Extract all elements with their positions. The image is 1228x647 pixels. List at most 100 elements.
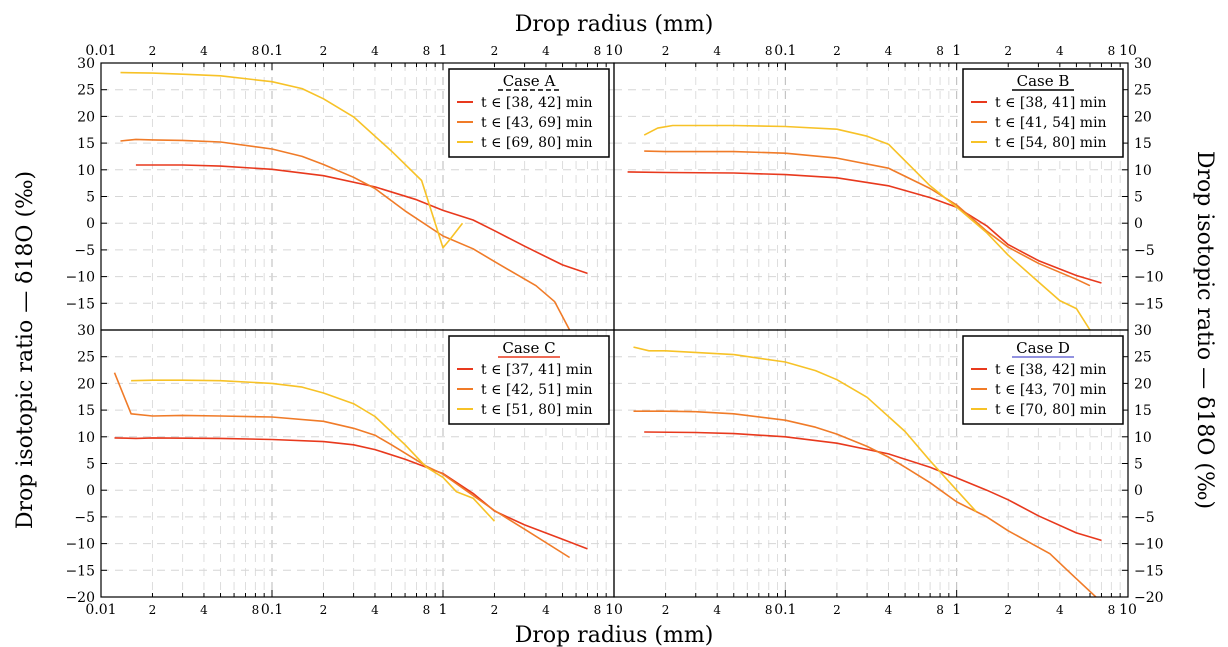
legend-label: t ∈ [70, 80] min [995, 402, 1107, 418]
y-tick-label: 30 [77, 323, 95, 339]
x-minor-tick-label: 2 [149, 44, 157, 58]
bottom-x-axis-title: Drop radius (mm) [515, 623, 714, 647]
legend-label: t ∈ [69, 80] min [481, 135, 593, 151]
panel-3-series-group [113, 372, 588, 559]
y-tick-label: −5 [1134, 510, 1155, 526]
x-minor-tick-label: 8 [594, 603, 602, 617]
x-tick-label: 0.1 [774, 43, 796, 59]
y-tick-label: −10 [65, 270, 95, 286]
y-tick-label: 25 [77, 350, 95, 366]
x-minor-tick-label: 2 [320, 44, 328, 58]
x-minor-tick-label: 2 [491, 603, 499, 617]
x-minor-tick-label: 8 [936, 603, 944, 617]
y-tick-label: −15 [1134, 296, 1164, 312]
y-tick-label: −5 [74, 510, 95, 526]
legend-title: Case B [1017, 72, 1070, 90]
y-tick-label: 0 [1134, 483, 1143, 499]
x-minor-tick-label: 4 [713, 44, 721, 58]
legend-label: t ∈ [38, 42] min [995, 362, 1107, 378]
series-layer [113, 71, 1102, 597]
x-tick-label: 10 [605, 43, 623, 59]
x-minor-tick-label: 2 [149, 603, 157, 617]
legend-label: t ∈ [43, 69] min [481, 115, 593, 131]
y-tick-label: 0 [1134, 216, 1143, 232]
y-tick-label: −5 [74, 243, 95, 259]
x-tick-label: 0.01 [85, 602, 116, 618]
x-minor-tick-label: 2 [491, 44, 499, 58]
x-minor-tick-label: 8 [765, 44, 773, 58]
x-minor-tick-label: 4 [542, 44, 550, 58]
x-minor-tick-label: 2 [833, 603, 841, 617]
y-tick-label: 10 [1134, 430, 1152, 446]
right-y-axis-title: Drop isotopic ratio — δ18O (‰) [1192, 151, 1217, 509]
y-tick-label: 30 [77, 56, 95, 72]
x-minor-tick-label: 8 [936, 44, 944, 58]
x-minor-tick-label: 4 [371, 44, 379, 58]
legend-label: t ∈ [38, 42] min [481, 95, 593, 111]
x-tick-label: 1 [952, 602, 961, 618]
legend-box [448, 335, 610, 425]
x-tick-label: 0.1 [774, 602, 796, 618]
x-minor-tick-label: 4 [371, 603, 379, 617]
x-minor-tick-label: 2 [1004, 603, 1012, 617]
series-line-2 [120, 138, 571, 330]
x-tick-label: 10 [605, 602, 623, 618]
legend-label: t ∈ [43, 70] min [995, 382, 1107, 398]
y-tick-label: 30 [1134, 56, 1152, 72]
top-x-axis-title: Drop radius (mm) [515, 12, 714, 37]
x-minor-tick-label: 8 [252, 44, 260, 58]
panel-3-legend: Case C t ∈ [37, 41] min t ∈ [42, 51] min t … [448, 335, 610, 425]
y-tick-label: 25 [77, 83, 95, 99]
y-tick-label: 30 [1134, 323, 1152, 339]
x-minor-tick-label: 4 [200, 603, 208, 617]
x-minor-tick-label: 8 [252, 603, 260, 617]
legend-label: t ∈ [51, 80] min [481, 402, 593, 418]
x-minor-tick-label: 4 [1056, 603, 1064, 617]
panel-1-legend: Case A t ∈ [38, 42] min t ∈ [43, 69] min t … [448, 68, 610, 158]
x-minor-tick-label: 8 [765, 603, 773, 617]
x-tick-label: 0.01 [85, 43, 116, 59]
y-tick-label: −5 [1134, 243, 1155, 259]
y-tick-label: 15 [77, 136, 95, 152]
left-y-axis-title: Drop isotopic ratio — δ18O (‰) [13, 171, 38, 529]
y-tick-label: 0 [86, 483, 95, 499]
series-line-2 [113, 372, 571, 559]
y-tick-label: 10 [1134, 163, 1152, 179]
x-tick-label: 10 [1119, 43, 1137, 59]
y-tick-label: 25 [1134, 350, 1152, 366]
series-line-3 [633, 346, 977, 513]
y-tick-label: 5 [86, 190, 95, 206]
y-tick-label: −10 [1134, 537, 1164, 553]
x-minor-tick-label: 4 [200, 44, 208, 58]
x-minor-tick-label: 8 [423, 603, 431, 617]
panel-2-series-group [627, 124, 1102, 330]
legend-label: t ∈ [41, 54] min [995, 115, 1107, 131]
x-minor-tick-label: 4 [885, 44, 893, 58]
series-line-3 [131, 379, 496, 522]
x-tick-label: 1 [952, 43, 961, 59]
x-minor-tick-label: 8 [1108, 44, 1116, 58]
y-tick-label: 25 [1134, 83, 1152, 99]
x-minor-tick-label: 4 [542, 603, 550, 617]
y-tick-label: −10 [1134, 270, 1164, 286]
series-line-2 [644, 150, 1091, 287]
legend-box [962, 68, 1124, 158]
x-minor-tick-label: 2 [662, 603, 670, 617]
x-tick-label: 1 [439, 602, 448, 618]
y-tick-label: −15 [65, 563, 95, 579]
legend-label: t ∈ [42, 51] min [481, 382, 593, 398]
x-tick-label: 0.1 [261, 43, 283, 59]
y-tick-label: −10 [65, 537, 95, 553]
legend-label: t ∈ [54, 80] min [995, 135, 1107, 151]
x-minor-tick-label: 2 [1004, 44, 1012, 58]
series-line-1 [114, 437, 588, 550]
y-tick-label: −20 [65, 590, 95, 606]
y-tick-label: 5 [1134, 457, 1143, 473]
x-tick-label: 10 [1119, 602, 1137, 618]
series-line-3 [643, 124, 1091, 330]
x-minor-tick-label: 2 [833, 44, 841, 58]
y-tick-label: 15 [1134, 403, 1152, 419]
panel-4-series-group [633, 346, 1102, 597]
legend-title: Case A [503, 72, 556, 90]
